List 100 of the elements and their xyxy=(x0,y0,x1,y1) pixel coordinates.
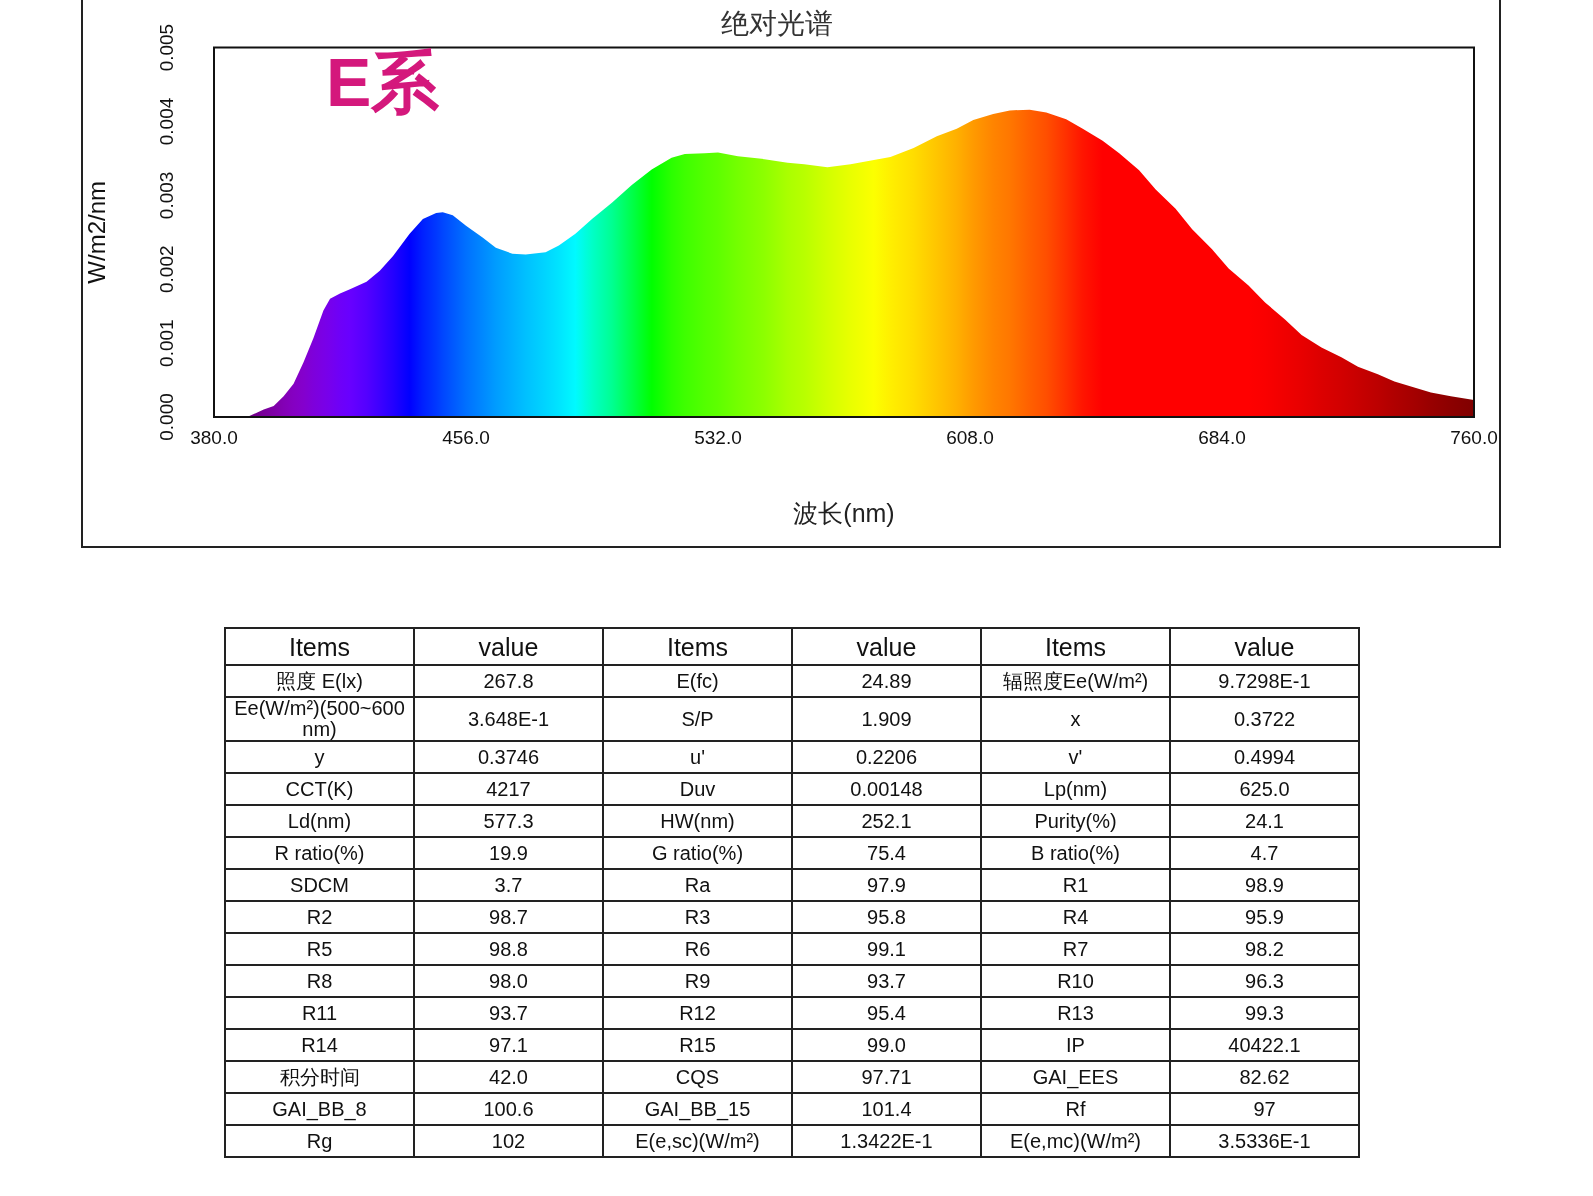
text: 97.71 xyxy=(792,1061,981,1093)
text: 95.9 xyxy=(1170,901,1359,933)
text: R2 xyxy=(225,901,414,933)
category-label: value xyxy=(414,628,603,665)
chart-title: 绝对光谱 xyxy=(721,7,833,39)
text: v' xyxy=(981,741,1170,773)
text: R9 xyxy=(603,965,792,997)
y-tick-label: 0.004 xyxy=(156,97,178,146)
text: 照度 E(lx) xyxy=(225,665,414,697)
text: y xyxy=(225,741,414,773)
text: 0.2206 xyxy=(792,741,981,773)
text: 97.1 xyxy=(414,1029,603,1061)
text: IP xyxy=(981,1029,1170,1061)
text: Ld(nm) xyxy=(225,805,414,837)
text: E(e,mc)(W/m²) xyxy=(981,1125,1170,1157)
text: R10 xyxy=(981,965,1170,997)
text: 625.0 xyxy=(1170,773,1359,805)
text: 0.3746 xyxy=(414,741,603,773)
text: 577.3 xyxy=(414,805,603,837)
text: 98.8 xyxy=(414,933,603,965)
text: Purity(%) xyxy=(981,805,1170,837)
text: CCT(K) xyxy=(225,773,414,805)
text: 99.1 xyxy=(792,933,981,965)
text: 4217 xyxy=(414,773,603,805)
text: Rg xyxy=(225,1125,414,1157)
text: R11 xyxy=(225,997,414,1029)
text: x xyxy=(981,697,1170,741)
text: 3.5336E-1 xyxy=(1170,1125,1359,1157)
x-axis-title: 波长(nm) xyxy=(793,498,895,527)
category-label: value xyxy=(1170,628,1359,665)
text: 95.8 xyxy=(792,901,981,933)
text: 98.0 xyxy=(414,965,603,997)
text: 102 xyxy=(414,1125,603,1157)
y-tick-label: 0.003 xyxy=(156,171,178,220)
text: 267.8 xyxy=(414,665,603,697)
text: 97.9 xyxy=(792,869,981,901)
text: E(e,sc)(W/m²) xyxy=(603,1125,792,1157)
text: R14 xyxy=(225,1029,414,1061)
text: CQS xyxy=(603,1061,792,1093)
text: 0.4994 xyxy=(1170,741,1359,773)
text: 19.9 xyxy=(414,837,603,869)
x-tick-label: 684.0 xyxy=(1198,426,1246,448)
text: 98.2 xyxy=(1170,933,1359,965)
text: 3.648E-1 xyxy=(414,697,603,741)
text: Ra xyxy=(603,869,792,901)
text: R1 xyxy=(981,869,1170,901)
text: 97 xyxy=(1170,1093,1359,1125)
text: R8 xyxy=(225,965,414,997)
text: Rf xyxy=(981,1093,1170,1125)
text: 0.00148 xyxy=(792,773,981,805)
text: 82.62 xyxy=(1170,1061,1359,1093)
category-label: Items xyxy=(981,628,1170,665)
text: 积分时间 xyxy=(225,1061,414,1093)
text: E(fc) xyxy=(603,665,792,697)
text: R13 xyxy=(981,997,1170,1029)
x-tick-label: 608.0 xyxy=(946,426,994,448)
text: GAI_BB_8 xyxy=(225,1093,414,1125)
text: 96.3 xyxy=(1170,965,1359,997)
annotation: E系 xyxy=(326,44,441,121)
text: R12 xyxy=(603,997,792,1029)
text: R4 xyxy=(981,901,1170,933)
y-tick-label: 0.000 xyxy=(156,393,178,441)
text: Duv xyxy=(603,773,792,805)
y-axis-title: W/m2/nm xyxy=(83,180,111,284)
text: 93.7 xyxy=(414,997,603,1029)
text: 辐照度Ee(W/m²) xyxy=(981,665,1170,697)
text: SDCM xyxy=(225,869,414,901)
text: R7 xyxy=(981,933,1170,965)
category-label: Items xyxy=(225,628,414,665)
text: R ratio(%) xyxy=(225,837,414,869)
text: 75.4 xyxy=(792,837,981,869)
text: 98.7 xyxy=(414,901,603,933)
text: HW(nm) xyxy=(603,805,792,837)
text: S/P xyxy=(603,697,792,741)
x-tick-label: 532.0 xyxy=(694,426,742,448)
text: 101.4 xyxy=(792,1093,981,1125)
text: 93.7 xyxy=(792,965,981,997)
text: 99.3 xyxy=(1170,997,1359,1029)
text: 40422.1 xyxy=(1170,1029,1359,1061)
text: R15 xyxy=(603,1029,792,1061)
category-label: Items xyxy=(603,628,792,665)
text: GAI_EES xyxy=(981,1061,1170,1093)
text: Lp(nm) xyxy=(981,773,1170,805)
text: 99.0 xyxy=(792,1029,981,1061)
text: GAI_BB_15 xyxy=(603,1093,792,1125)
text: B ratio(%) xyxy=(981,837,1170,869)
text: R5 xyxy=(225,933,414,965)
text: 100.6 xyxy=(414,1093,603,1125)
text: 3.7 xyxy=(414,869,603,901)
y-tick-label: 0.001 xyxy=(156,319,178,367)
x-tick-label: 380.0 xyxy=(190,426,238,448)
text: 1.909 xyxy=(792,697,981,741)
x-tick-label: 456.0 xyxy=(442,426,490,448)
text: 24.1 xyxy=(1170,805,1359,837)
y-tick-label: 0.005 xyxy=(156,23,178,72)
text: R6 xyxy=(603,933,792,965)
text: 9.7298E-1 xyxy=(1170,665,1359,697)
text: 252.1 xyxy=(792,805,981,837)
text: 24.89 xyxy=(792,665,981,697)
y-tick-label: 0.002 xyxy=(156,245,178,294)
